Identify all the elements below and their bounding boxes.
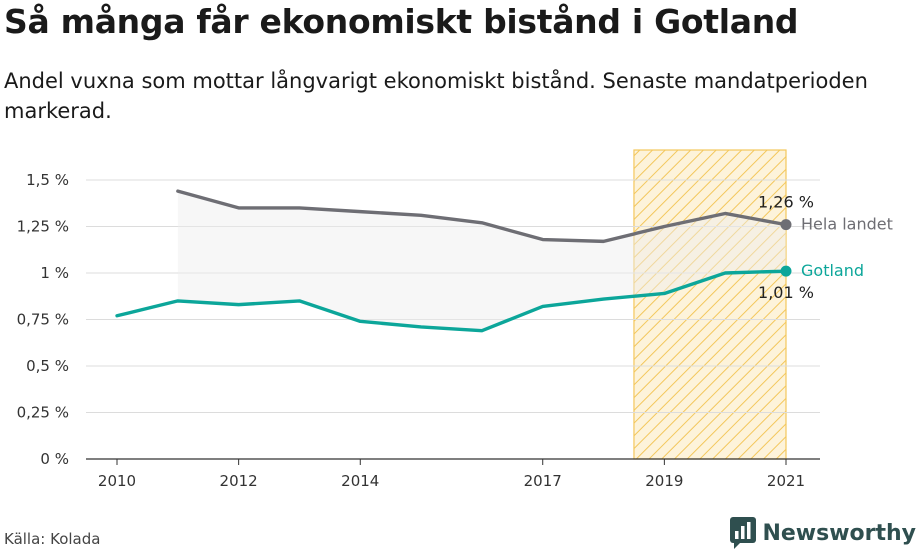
chart-title: Så många får ekonomiskt bistånd i Gotlan… <box>4 2 799 41</box>
y-tick-label: 1,25 % <box>17 218 69 236</box>
source-note: Källa: Kolada <box>4 530 101 548</box>
y-tick-label: 0 % <box>40 450 69 468</box>
y-tick-label: 0,25 % <box>17 404 69 422</box>
y-tick-label: 0,5 % <box>26 357 69 375</box>
y-tick-label: 0,75 % <box>17 311 69 329</box>
end-value-label: 1,26 % <box>758 193 814 212</box>
x-tick-label: 2010 <box>98 472 136 490</box>
y-tick-label: 1,5 % <box>26 171 69 189</box>
y-tick-label: 1 % <box>40 264 69 282</box>
series-end-point <box>780 219 792 231</box>
line-chart: 0 % 0,25 % 0,5 % 0,75 % 1 % 1,25 % 1,5 % 2010 20… <box>17 149 893 490</box>
x-tick-label: 2014 <box>341 472 379 490</box>
highlight-period <box>633 149 787 460</box>
series-line-hela-landet <box>176 189 788 244</box>
series-end-point <box>780 265 792 277</box>
x-tick-label: 2017 <box>524 472 562 490</box>
x-tick-label: 2012 <box>220 472 258 490</box>
x-tick-label: 2019 <box>645 472 683 490</box>
brand-name: Newsworthy <box>762 520 916 546</box>
end-value-label: 1,01 % <box>758 283 814 302</box>
series-line-gotland <box>115 269 788 333</box>
series-name-label: Gotland <box>801 261 864 280</box>
series-name-label: Hela landet <box>801 215 893 234</box>
brand-logo: Newsworthy <box>730 517 916 549</box>
newsworthy-logo-icon <box>730 517 757 549</box>
chart-subtitle: Andel vuxna som mottar långvarigt ekonom… <box>4 69 868 123</box>
x-tick-label: 2021 <box>767 472 805 490</box>
